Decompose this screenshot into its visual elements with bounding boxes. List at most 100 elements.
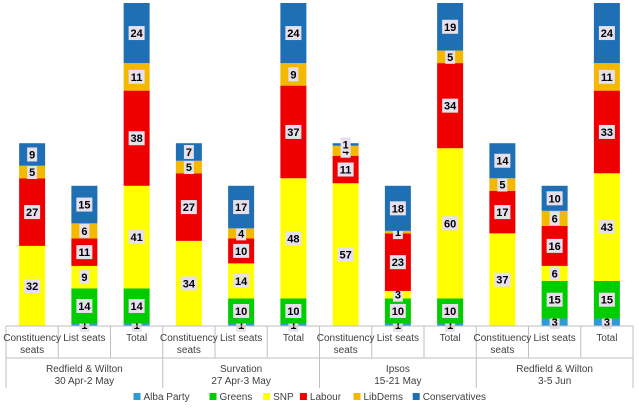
data-label-background xyxy=(128,131,145,146)
group-label-pollster: Redfield & Wilton xyxy=(46,364,123,375)
data-label-background xyxy=(285,231,302,246)
data-label-libdems: 5 xyxy=(447,52,453,64)
legend: Alba Party Greens SNP Labour LibDems Conserva… xyxy=(133,392,486,403)
data-label-background xyxy=(598,292,615,307)
data-label-snp: 9 xyxy=(81,272,87,284)
category-tick-label: List seats xyxy=(534,333,576,344)
legend-swatch-conservatives xyxy=(412,393,420,400)
data-label-snp: 37 xyxy=(496,275,508,287)
data-label-greens: 15 xyxy=(601,295,613,307)
category-tick-label: Total xyxy=(283,333,304,344)
data-label-background xyxy=(445,49,456,64)
data-label-background xyxy=(180,276,197,291)
data-label-background xyxy=(288,67,299,82)
category-tick-label: seats xyxy=(20,345,44,356)
data-label-labour: 16 xyxy=(549,241,561,253)
data-label-background xyxy=(128,69,145,84)
category-tick-label: Total xyxy=(596,333,617,344)
data-label-background xyxy=(598,26,615,41)
group-label-dates: 27 Apr-3 May xyxy=(211,376,270,387)
data-label-snp: 41 xyxy=(131,232,143,244)
data-label-snp: 3 xyxy=(395,290,401,302)
group-label-pollster: Redfield & Wilton xyxy=(516,364,593,375)
data-label-background xyxy=(236,317,247,332)
data-label-conservatives: 9 xyxy=(29,149,35,161)
data-label-background xyxy=(76,245,93,260)
legend-label-alba-party: Alba Party xyxy=(144,392,190,403)
data-label-greens: 10 xyxy=(287,306,299,318)
group-label-dates: 30 Apr-2 May xyxy=(55,376,114,387)
data-label-greens: 15 xyxy=(549,295,561,307)
category-tick-label: Constituency xyxy=(317,333,375,344)
data-label-background xyxy=(76,298,93,313)
category-tick-label: List seats xyxy=(377,333,419,344)
data-label-labour: 10 xyxy=(235,246,247,258)
category-tick-label: Constituency xyxy=(160,333,218,344)
data-label-background xyxy=(285,124,302,139)
data-label-conservatives: 1 xyxy=(343,139,349,151)
data-label-greens: 10 xyxy=(444,306,456,318)
data-label-snp: 60 xyxy=(444,218,456,230)
data-label-background xyxy=(389,303,406,318)
data-label-snp: 48 xyxy=(287,233,299,245)
data-label-conservatives: 24 xyxy=(601,28,614,40)
data-label-libdems: 5 xyxy=(29,167,35,179)
legend-label-conservatives: Conservatives xyxy=(423,392,486,403)
data-label-snp: 57 xyxy=(340,250,352,262)
data-label-background xyxy=(442,98,459,113)
data-label-background xyxy=(128,298,145,313)
data-label-background xyxy=(601,315,612,330)
data-label-background xyxy=(79,223,90,238)
data-label-background xyxy=(24,278,41,293)
category-tick-label: seats xyxy=(490,345,514,356)
data-label-libdems: 4 xyxy=(343,146,350,158)
data-label-libdems: 5 xyxy=(499,180,505,192)
data-label-background xyxy=(128,26,145,41)
category-tick-label: Constituency xyxy=(3,333,61,344)
legend-label-snp: SNP xyxy=(273,392,294,403)
data-label-conservatives: 14 xyxy=(496,156,509,168)
data-label-background xyxy=(392,225,403,240)
category-tick-label: seats xyxy=(334,345,358,356)
category-tick-label: seats xyxy=(177,345,201,356)
data-label-background xyxy=(598,69,615,84)
data-label-background xyxy=(236,226,247,241)
legend-swatch-greens xyxy=(209,393,217,400)
data-label-conservatives: 10 xyxy=(549,193,561,205)
data-label-conservatives: 24 xyxy=(287,28,300,40)
data-label-background xyxy=(24,205,41,220)
data-label-libdems: 4 xyxy=(238,228,245,240)
data-label-background xyxy=(442,19,459,34)
data-label-labour: 37 xyxy=(287,127,299,139)
data-label-libdems: 6 xyxy=(552,213,558,225)
data-label-greens: 14 xyxy=(131,301,144,313)
category-tick-label: Total xyxy=(126,333,147,344)
data-label-background xyxy=(76,197,93,212)
data-label-labour: 11 xyxy=(79,247,91,259)
data-label-background xyxy=(598,124,615,139)
data-label-libdems: 9 xyxy=(290,69,296,81)
data-label-libdems: 11 xyxy=(131,72,143,84)
data-label-snp: 6 xyxy=(552,268,558,280)
data-label-background xyxy=(131,317,142,332)
data-label-greens: 14 xyxy=(78,301,91,313)
data-label-labour: 33 xyxy=(601,127,613,139)
data-label-snp: 14 xyxy=(235,276,248,288)
data-label-snp: 43 xyxy=(601,222,613,234)
category-tick-label: List seats xyxy=(220,333,262,344)
data-label-conservatives: 19 xyxy=(444,22,456,34)
data-label-background xyxy=(340,137,351,152)
data-label-background xyxy=(337,162,354,177)
legend-label-libdems: LibDems xyxy=(364,392,403,403)
data-label-background xyxy=(285,26,302,41)
data-label-snp: 34 xyxy=(183,278,196,290)
data-label-alba-party: 3 xyxy=(604,317,610,329)
data-label-background xyxy=(128,230,145,245)
data-label-greens: 10 xyxy=(235,306,247,318)
data-label-background xyxy=(183,144,194,159)
data-label-background xyxy=(546,292,563,307)
data-label-background xyxy=(389,201,406,216)
category-tick-label: List seats xyxy=(63,333,105,344)
